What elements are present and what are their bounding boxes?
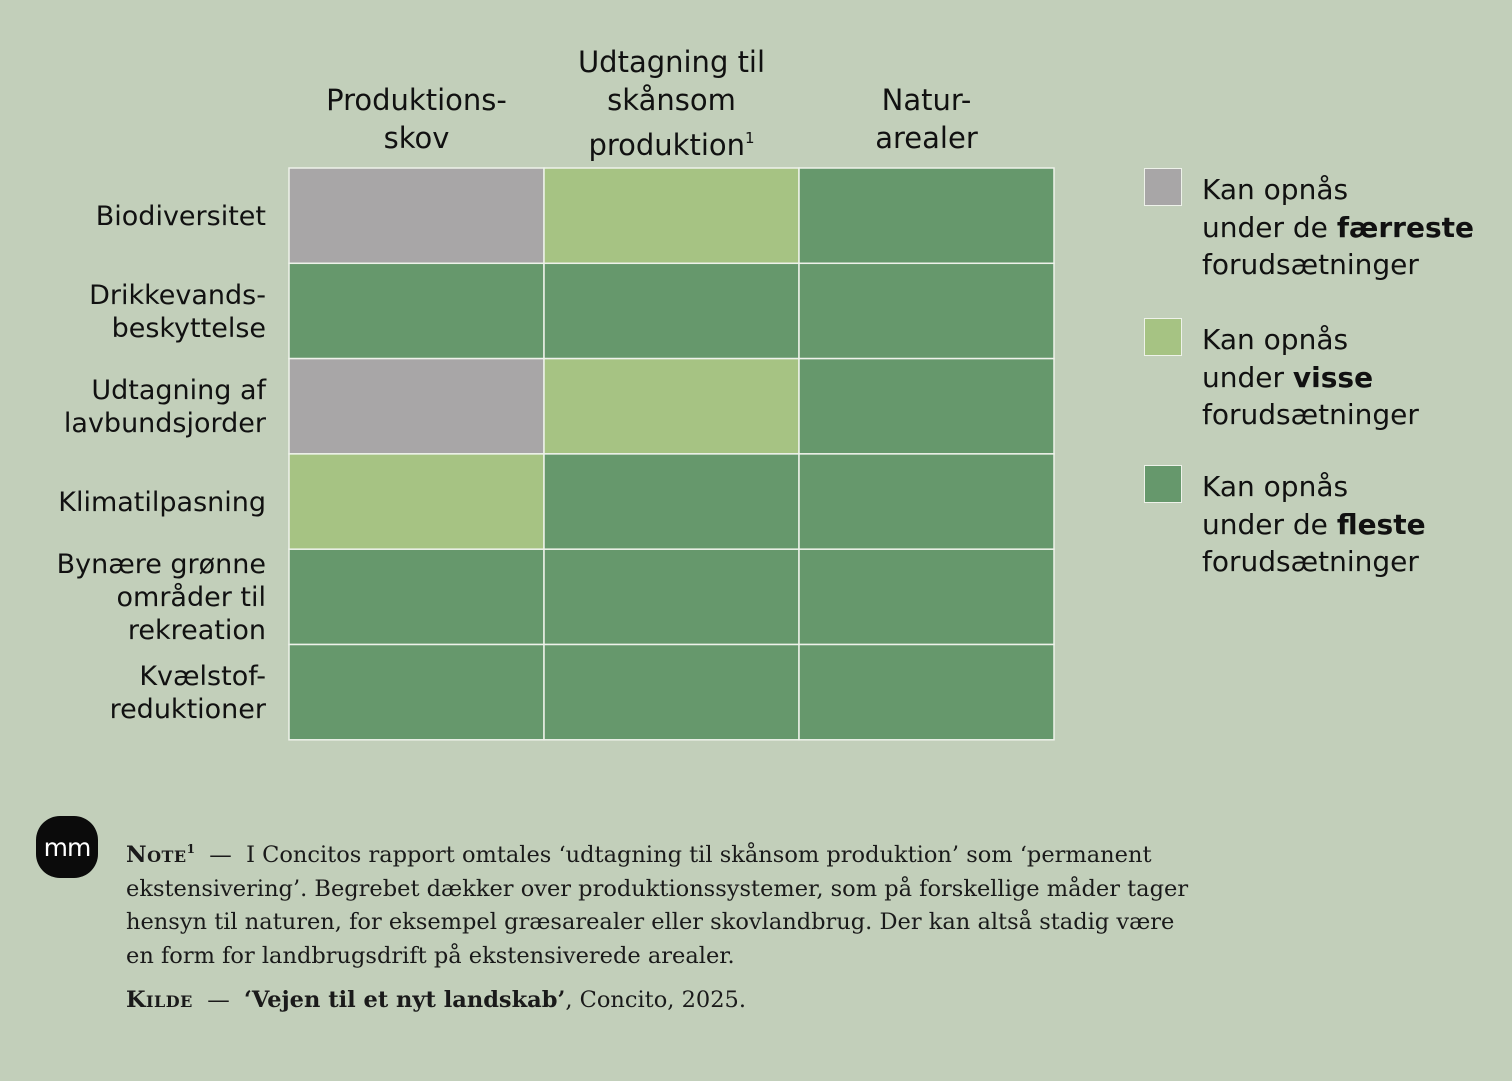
heatmap-cell-r4-c0 [288, 548, 545, 646]
heatmap-cell-r3-c2 [798, 453, 1055, 550]
row-header-0: Biodiversitet [95, 201, 266, 233]
legend-label: Kan opnås under visse forudsætninger [1202, 323, 1419, 431]
heatmap-cell-r1-c0 [288, 262, 545, 360]
row-header-2: Udtagning af lavbundsjorder [63, 375, 266, 440]
heatmap-cell-r2-c1 [543, 357, 800, 455]
heatmap-chart [288, 167, 1055, 741]
source-rest: , Concito, 2025. [565, 987, 746, 1013]
note-line-3: hensyn til naturen, for eksempel græsare… [126, 909, 1175, 935]
heatmap-cell-r1-c2 [798, 262, 1055, 360]
footnote: Note1 — I Concitos rapport omtales ‘udta… [126, 833, 1486, 973]
mm-logo: mm [36, 816, 98, 878]
column-header-1: Udtagning til skånsom produktion1 [577, 45, 766, 162]
heatmap-cell-r1-c1 [543, 262, 800, 360]
legend-swatch [1144, 465, 1182, 503]
source-line: Kilde — ‘Vejen til et nyt landskab’, Con… [126, 987, 746, 1013]
heatmap-cell-r5-c2 [798, 643, 1055, 741]
legend-label: Kan opnås under de fleste forudsætninger [1202, 470, 1426, 578]
source-title: ‘Vejen til et nyt landskab’ [244, 987, 566, 1013]
note-label: Note [126, 842, 187, 868]
heatmap-cell-r3-c1 [543, 453, 800, 550]
note-line-4: en form for landbrugsdrift på ekstensive… [126, 942, 735, 969]
heatmap-cell-r0-c0 [288, 167, 545, 265]
row-header-4: Bynære grønne områder til rekreation [56, 549, 266, 647]
heatmap-cell-r2-c2 [798, 357, 1055, 455]
legend-label: Kan opnås under de færreste forudsætninger [1202, 173, 1474, 281]
heatmap-cell-r4-c2 [798, 548, 1055, 646]
heatmap-cell-r5-c1 [543, 643, 800, 741]
column-header-2: Natur-arealer [875, 83, 978, 155]
row-header-1: Drikkevands-beskyttelse [89, 279, 266, 344]
legend-swatch [1144, 168, 1182, 206]
heatmap-cell-r0-c1 [543, 167, 800, 265]
source-label: Kilde [126, 987, 193, 1013]
row-header-3: Klimatilpasning [58, 487, 266, 519]
column-header-0: Produktions-skov [326, 83, 507, 155]
note-line-1: I Concitos rapport omtales ‘udtagning ti… [246, 842, 1152, 868]
heatmap-cell-r2-c0 [288, 357, 545, 455]
legend-swatch [1144, 318, 1182, 356]
heatmap-cell-r0-c2 [798, 167, 1055, 265]
heatmap-cell-r4-c1 [543, 548, 800, 646]
heatmap-cell-r5-c0 [288, 643, 545, 741]
heatmap-cell-r3-c0 [288, 453, 545, 550]
row-header-5: Kvælstof-reduktioner [109, 661, 266, 726]
note-line-2: ekstensivering’. Begrebet dækker over pr… [126, 875, 1189, 902]
